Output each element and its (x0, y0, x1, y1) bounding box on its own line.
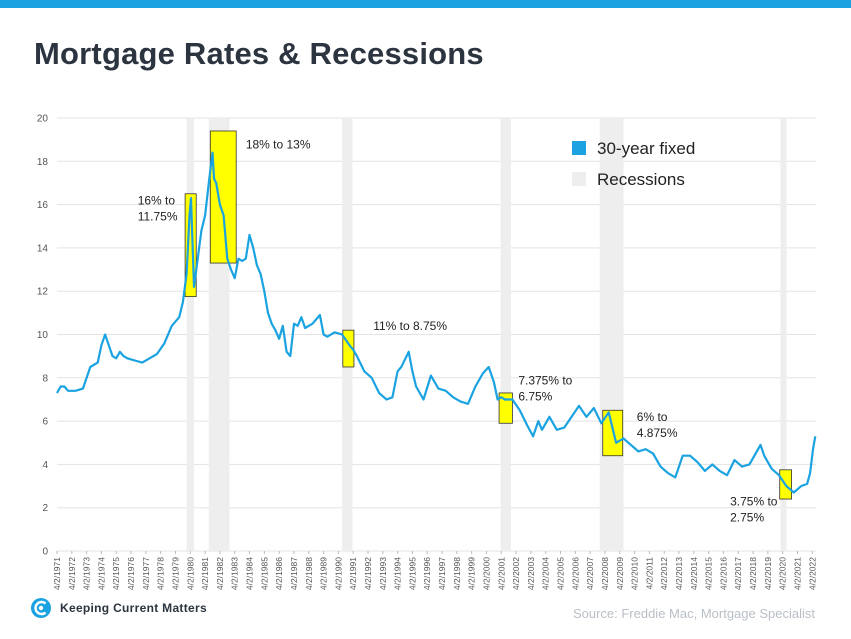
x-tick-label: 4/2/1972 (67, 557, 77, 590)
source-note: Source: Freddie Mac, Mortgage Specialist (572, 606, 815, 621)
x-tick-label: 4/2/2015 (704, 557, 714, 590)
x-tick-label: 4/2/1999 (467, 557, 477, 590)
x-tick-label: 4/2/1986 (274, 557, 284, 590)
y-tick-label: 20 (37, 114, 49, 125)
recession-band (780, 118, 787, 551)
page-title: Mortgage Rates & Recessions (34, 36, 484, 71)
logo-text: Keeping Current Matters (60, 601, 207, 615)
x-tick-label: 4/2/1997 (437, 557, 447, 590)
legend-swatch-recession (572, 172, 586, 186)
x-tick-label: 4/2/1976 (126, 557, 136, 590)
legend-label-recession: Recessions (597, 170, 685, 189)
y-tick-label: 18 (37, 157, 49, 168)
x-tick-label: 4/2/1971 (52, 557, 62, 590)
y-tick-label: 10 (37, 330, 49, 341)
annotation-label: 4.875% (637, 426, 678, 440)
annotation-label: 6% to (637, 410, 668, 424)
top-accent-bar (0, 0, 851, 8)
x-tick-label: 4/2/1990 (333, 557, 343, 590)
rate-line (56, 151, 817, 494)
x-tick-label: 4/2/2019 (763, 557, 773, 590)
x-tick-label: 4/2/1973 (82, 557, 92, 590)
x-tick-label: 4/2/1975 (111, 557, 121, 590)
x-tick-label: 4/2/1996 (422, 557, 432, 590)
y-tick-label: 12 (37, 287, 49, 298)
x-tick-label: 4/2/1994 (393, 557, 403, 590)
y-tick-label: 16 (37, 200, 49, 211)
x-tick-label: 4/2/1974 (96, 557, 106, 590)
x-tick-label: 4/2/2002 (511, 557, 521, 590)
y-tick-label: 4 (42, 460, 48, 471)
recession-band (186, 118, 194, 551)
kcm-logo-icon (31, 598, 51, 618)
x-tick-label: 4/2/1979 (171, 557, 181, 590)
x-tick-label: 4/2/2012 (659, 557, 669, 590)
x-tick-label: 4/2/1989 (319, 557, 329, 590)
x-tick-label: 4/2/2020 (778, 557, 788, 590)
highlight-box (209, 130, 237, 264)
x-tick-label: 4/2/2014 (689, 557, 699, 590)
y-tick-label: 14 (37, 243, 49, 254)
x-tick-label: 4/2/2004 (541, 557, 551, 590)
x-tick-label: 4/2/2022 (807, 557, 817, 590)
x-tick-label: 4/2/1987 (289, 557, 299, 590)
x-tick-label: 4/2/2008 (600, 557, 610, 590)
y-tick-label: 8 (42, 373, 48, 384)
y-tick-label: 6 (42, 417, 48, 428)
annotation-label: 6.75% (518, 389, 552, 403)
recession-band (500, 118, 511, 551)
x-tick-label: 4/2/1981 (200, 557, 210, 590)
annotation-label: 18% to 13% (246, 137, 311, 151)
x-tick-label: 4/2/2021 (793, 557, 803, 590)
x-tick-label: 4/2/2010 (630, 557, 640, 590)
x-tick-label: 4/2/1995 (407, 557, 417, 590)
x-tick-label: 4/2/1983 (230, 557, 240, 590)
annotation-label: 3.75% to (730, 495, 778, 509)
x-tick-label: 4/2/2003 (526, 557, 536, 590)
x-tick-label: 4/2/1980 (185, 557, 195, 590)
x-tick-label: 4/2/2011 (644, 557, 654, 590)
x-tick-label: 4/2/2005 (556, 557, 566, 590)
annotation-label: 2.75% (730, 511, 764, 525)
x-tick-label: 4/2/1993 (378, 557, 388, 590)
x-tick-label: 4/2/1978 (156, 557, 166, 590)
x-tick-label: 4/2/1984 (245, 557, 255, 590)
x-tick-label: 4/2/1988 (304, 557, 314, 590)
annotation-label: 7.375% to (518, 373, 572, 387)
x-tick-label: 4/2/1992 (363, 557, 373, 590)
highlight-box (184, 193, 197, 298)
x-tick-label: 4/2/2006 (570, 557, 580, 590)
x-tick-label: 4/2/2007 (585, 557, 595, 590)
legend-label-rate: 30-year fixed (597, 139, 695, 158)
x-tick-label: 4/2/1985 (259, 557, 269, 590)
annotation-label: 11.75% (138, 210, 178, 224)
annotation-label: 16% to (138, 194, 176, 208)
x-tick-label: 4/2/2009 (615, 557, 625, 590)
y-tick-label: 2 (42, 503, 48, 514)
x-tick-label: 4/2/2017 (733, 557, 743, 590)
annotation-label: 11% to 8.75% (373, 319, 447, 333)
x-tick-label: 4/2/2018 (748, 557, 758, 590)
x-tick-label: 4/2/1998 (452, 557, 462, 590)
highlight-box (342, 329, 355, 368)
x-tick-label: 4/2/1977 (141, 557, 151, 590)
legend-swatch-rate (572, 141, 586, 155)
x-tick-label: 4/2/2016 (718, 557, 728, 590)
x-tick-label: 4/2/2001 (496, 557, 506, 590)
x-tick-label: 4/2/1982 (215, 557, 225, 590)
x-tick-label: 4/2/2013 (674, 557, 684, 590)
x-tick-label: 4/2/1991 (348, 557, 358, 590)
y-tick-label: 0 (42, 547, 48, 558)
x-tick-label: 4/2/2000 (482, 557, 492, 590)
kcm-logo: Keeping Current Matters (30, 597, 207, 619)
